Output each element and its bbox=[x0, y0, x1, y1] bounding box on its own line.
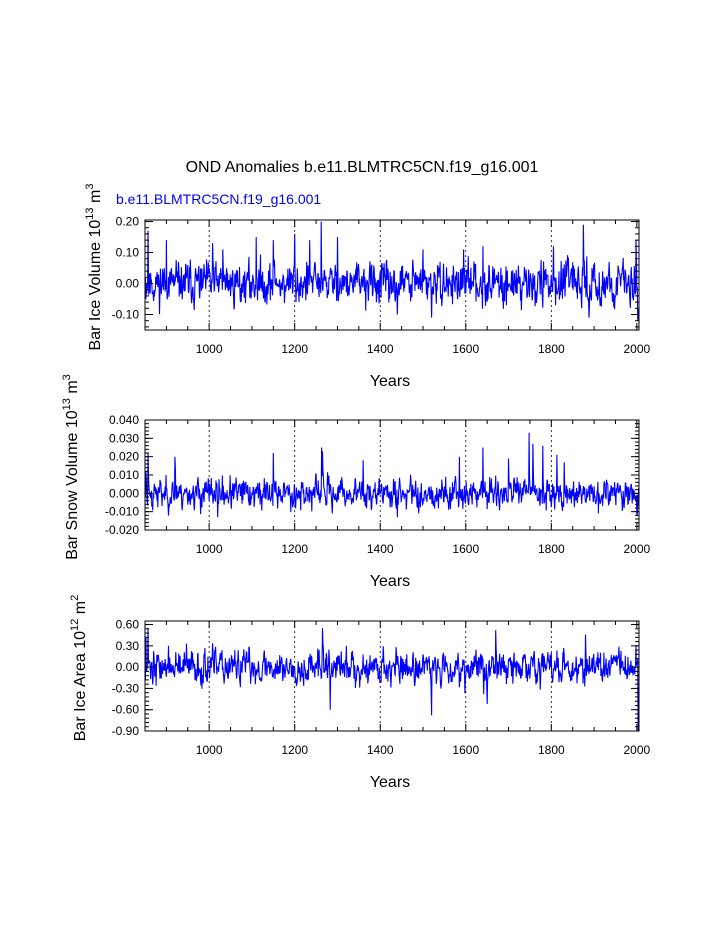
y-tick-label: 0.030 bbox=[109, 431, 139, 445]
plot-frame bbox=[144, 620, 640, 732]
y-tick-label: -0.020 bbox=[105, 523, 139, 537]
y-tick-label: 0.000 bbox=[109, 486, 139, 500]
x-tick-label: 1800 bbox=[538, 342, 565, 356]
x-tick-label: 2000 bbox=[624, 743, 651, 757]
x-tick-label: 1400 bbox=[367, 743, 394, 757]
y-axis-label: Bar Snow Volume 1013 m3 bbox=[61, 374, 81, 560]
y-tick-label: -0.30 bbox=[112, 681, 140, 695]
x-tick-label: 1000 bbox=[196, 542, 223, 556]
plot-frame bbox=[144, 219, 640, 331]
y-tick-label: -0.90 bbox=[112, 724, 140, 738]
y-tick-label: -0.60 bbox=[112, 703, 140, 717]
y-tick-label: 0.020 bbox=[109, 450, 139, 464]
x-tick-label: 1600 bbox=[452, 542, 479, 556]
y-tick-label: 0.30 bbox=[116, 639, 140, 653]
panel-ice-area: -0.90 -0.60 -0.30 0.00 0.30 0.60 1000 1200 1400 1… bbox=[69, 595, 651, 791]
y-tick-label: 0.00 bbox=[116, 660, 140, 674]
y-tick-label: -0.10 bbox=[112, 308, 140, 322]
panel-snow-volume: -0.020 -0.010 0.000 0.010 0.020 0.030 0.040 100… bbox=[61, 374, 651, 590]
x-tick-label: 2000 bbox=[624, 342, 651, 356]
x-tick-label: 1800 bbox=[538, 743, 565, 757]
x-tick-label: 1600 bbox=[452, 342, 479, 356]
x-tick-label: 1000 bbox=[196, 743, 223, 757]
data-line-ice-volume bbox=[144, 221, 640, 321]
y-axis-label: Bar Ice Area 1012 m2 bbox=[69, 595, 89, 741]
y-tick-label: 0.010 bbox=[109, 468, 139, 482]
x-axis-label: Years bbox=[370, 373, 410, 390]
data-line-snow-volume bbox=[144, 432, 640, 518]
x-tick-label: 1000 bbox=[196, 342, 223, 356]
y-tick-label: 0.10 bbox=[116, 246, 140, 260]
x-tick-label: 1400 bbox=[367, 342, 394, 356]
y-tick-label: -0.010 bbox=[105, 505, 139, 519]
x-tick-label: 1200 bbox=[281, 342, 308, 356]
x-tick-label: 1200 bbox=[281, 743, 308, 757]
y-tick-label: 0.60 bbox=[116, 618, 140, 632]
x-axis-label: Years bbox=[370, 774, 410, 791]
x-tick-label: 1400 bbox=[367, 542, 394, 556]
x-tick-label: 1600 bbox=[452, 743, 479, 757]
y-tick-label: 0.20 bbox=[116, 215, 140, 229]
panel-ice-volume: -0.10 0.00 0.10 0.20 1000 1200 1400 1600 1800 200… bbox=[84, 184, 651, 390]
data-line-ice-area bbox=[144, 628, 640, 732]
x-tick-label: 1800 bbox=[538, 542, 565, 556]
y-tick-label: 0.040 bbox=[109, 413, 139, 427]
y-tick-label: 0.00 bbox=[116, 277, 140, 291]
x-tick-label: 1200 bbox=[281, 542, 308, 556]
x-axis-label: Years bbox=[370, 573, 410, 590]
x-tick-label: 2000 bbox=[624, 542, 651, 556]
y-axis-label: Bar Ice Volume 1013 m3 bbox=[84, 184, 104, 351]
case-label: b.e11.BLMTRC5CN.f19_g16.001 bbox=[116, 191, 321, 207]
figure-title: OND Anomalies b.e11.BLMTRC5CN.f19_g16.00… bbox=[186, 159, 539, 176]
